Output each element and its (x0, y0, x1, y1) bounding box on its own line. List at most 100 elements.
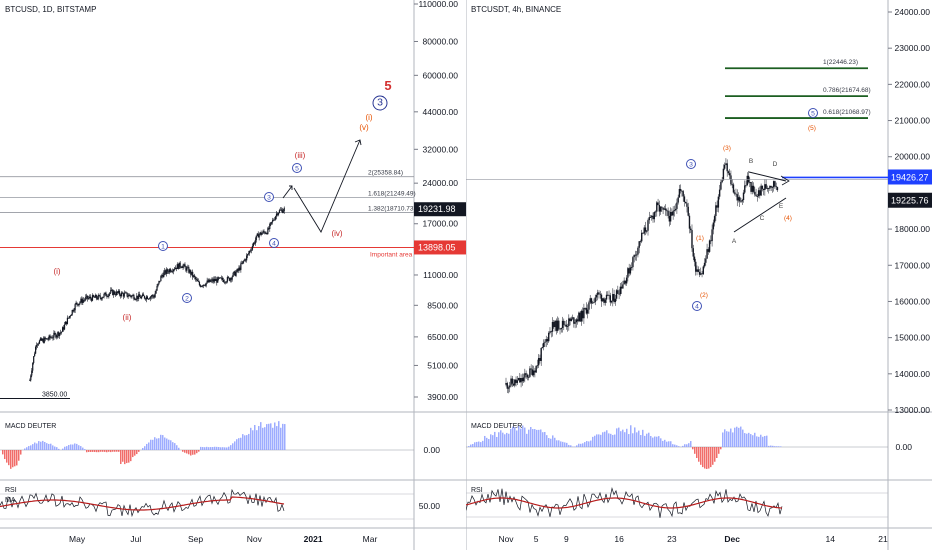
macd-bar (94, 450, 96, 453)
candle-body (194, 275, 196, 278)
fib-level-label: 1.618(21249.49) (368, 190, 416, 197)
candle-body (560, 327, 562, 330)
candle-body (58, 332, 60, 337)
macd-bar (42, 440, 44, 450)
macd-bar (518, 426, 520, 447)
candle-body (257, 233, 259, 238)
candle-body (644, 227, 647, 232)
btcusdt-4h-chart[interactable]: BTCUSDT, 4h, BINANCE 24000.00 23000.00 2200… (466, 0, 932, 550)
price-tick-label: 8500.00 (427, 300, 458, 310)
candle-body (167, 269, 169, 272)
candle-body (184, 264, 186, 267)
candle-body (203, 284, 205, 286)
left-chart-pane[interactable]: BTCUSD, 1D, BITSTAMP 110000.00 80000.00 600… (0, 0, 466, 550)
candle-body (35, 345, 38, 347)
macd-bar (156, 438, 158, 450)
candle-body (535, 365, 537, 373)
candle-body (40, 338, 42, 341)
candle-body (261, 233, 263, 235)
candle-body (187, 267, 189, 269)
macd-bar (556, 440, 558, 447)
candle-body (95, 295, 97, 299)
wave-label-ring (158, 241, 168, 251)
candle-body (137, 295, 139, 299)
candle-body (637, 247, 639, 255)
candle-body (245, 259, 247, 261)
candle-body (141, 296, 143, 299)
macd-bar (108, 450, 110, 452)
candle-body (752, 185, 755, 192)
macd-bar (734, 427, 736, 447)
macd-bar (696, 447, 698, 458)
macd-bar (496, 436, 498, 447)
candle-body (216, 279, 218, 283)
macd-bar (206, 446, 208, 450)
candle-body (543, 342, 545, 348)
candle-body (685, 201, 687, 204)
candle-body (651, 215, 653, 218)
candle-body (715, 205, 717, 217)
candle-body (775, 186, 777, 188)
time-axis-label: 2021 (304, 534, 323, 544)
macd-bar (226, 447, 228, 450)
macd-bar (158, 438, 160, 450)
chart-title: BTCUSDT, 4h, BINANCE (471, 5, 561, 14)
candle-body (55, 333, 57, 338)
candle-body (618, 293, 620, 295)
macd-bar (152, 439, 154, 450)
candle-body (674, 208, 677, 211)
macd-bar (272, 427, 274, 450)
candle-body (88, 298, 90, 299)
candle-body (652, 215, 654, 220)
candle-body (544, 341, 546, 343)
macd-bar (702, 447, 704, 468)
candle-body (713, 216, 716, 223)
macd-bar (536, 429, 538, 447)
rsi-ma-line (466, 497, 783, 509)
macd-bar (126, 450, 128, 464)
btcusd-daily-chart[interactable]: BTCUSD, 1D, BITSTAMP 110000.00 80000.00 600… (0, 0, 466, 550)
candle-body (537, 358, 540, 366)
candle-body (548, 332, 550, 342)
macd-bar (168, 439, 170, 450)
macd-bar (210, 447, 212, 450)
candle-body (185, 266, 187, 271)
right-chart-pane[interactable]: BTCUSDT, 4h, BINANCE 24000.00 23000.00 2200… (466, 0, 932, 550)
candle-body (240, 263, 242, 270)
macd-bar (542, 432, 544, 447)
macd-bar (626, 428, 628, 447)
macd-bar (166, 438, 168, 450)
macd-bar (254, 425, 256, 450)
macd-bar (232, 443, 234, 450)
candle-body (206, 280, 208, 283)
candle-body (605, 294, 608, 300)
price-tick-label: 44000.00 (423, 107, 459, 117)
candle-body (506, 383, 508, 389)
candle-body (170, 271, 173, 273)
candle-body (226, 277, 228, 282)
macd-bar (256, 430, 258, 450)
macd-bar (114, 450, 116, 452)
candle-body (32, 363, 34, 371)
candle-body (745, 184, 747, 186)
candle-body (193, 275, 195, 277)
price-tick-label: 5100.00 (427, 360, 458, 370)
macd-bar (284, 424, 286, 450)
macd-bar (654, 436, 656, 447)
macd-bar (514, 427, 516, 447)
candle-body (221, 277, 224, 280)
macd-bar (678, 446, 680, 447)
candle-body (747, 175, 750, 183)
candle-body (600, 294, 603, 302)
candle-body (659, 206, 662, 212)
macd-bar (638, 430, 640, 447)
candle-body (111, 289, 113, 291)
candle-body (104, 292, 106, 295)
macd-bar (218, 447, 220, 450)
candle-body (88, 296, 91, 299)
candle-body (142, 294, 145, 296)
macd-bar (220, 447, 222, 450)
candle-body (765, 184, 767, 189)
wave-label: (i) (365, 113, 372, 122)
macd-bar (54, 446, 56, 450)
